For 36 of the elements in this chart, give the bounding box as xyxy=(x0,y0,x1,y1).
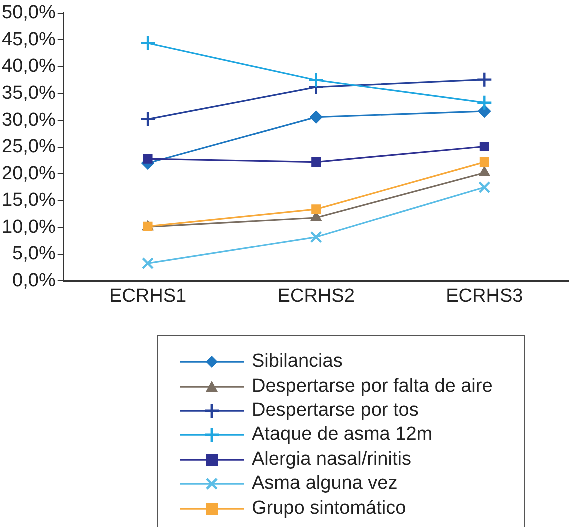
legend-label: Despertarse por falta de aire xyxy=(252,376,493,398)
legend-label: Alergia nasal/rinitis xyxy=(252,448,412,471)
point xyxy=(480,158,490,168)
point xyxy=(476,94,493,111)
legend-label: Asma alguna vez xyxy=(252,473,398,496)
y-tick-label: 15,0% xyxy=(2,190,56,212)
point xyxy=(140,111,156,128)
point xyxy=(142,257,154,270)
y-tick-label: 50,0% xyxy=(2,2,56,24)
x-tick-label: ECRHS2 xyxy=(278,286,355,307)
y-tick-label: 30,0% xyxy=(2,110,56,131)
point xyxy=(476,72,493,88)
point xyxy=(310,231,322,244)
point xyxy=(310,110,323,124)
x-tick-label: ECRHS3 xyxy=(446,286,524,307)
point xyxy=(478,181,491,194)
y-tick-label: 45,0% xyxy=(2,29,56,50)
legend-label: Despertarse por tos xyxy=(252,400,419,422)
y-tick-label: 10,0% xyxy=(2,216,56,238)
y-tick-label: 0,0% xyxy=(12,270,56,292)
y-tick-label: 40,0% xyxy=(2,56,56,78)
y-tick-label: 5,0% xyxy=(12,244,56,265)
point xyxy=(308,72,324,88)
legend-label: Sibilancias xyxy=(252,351,343,374)
y-tick-label: 25,0% xyxy=(2,136,56,158)
y-tick-label: 20,0% xyxy=(2,163,56,184)
y-tick-label: 35,0% xyxy=(2,82,56,104)
point xyxy=(480,142,490,152)
point xyxy=(312,158,322,168)
point xyxy=(143,154,153,164)
point xyxy=(312,204,322,214)
x-tick-label: ECRHS1 xyxy=(109,286,187,307)
legend-label: Grupo sintomático xyxy=(252,498,406,520)
point xyxy=(140,35,156,52)
point xyxy=(478,166,490,177)
legend-label: Ataque de asma 12m xyxy=(252,424,433,446)
